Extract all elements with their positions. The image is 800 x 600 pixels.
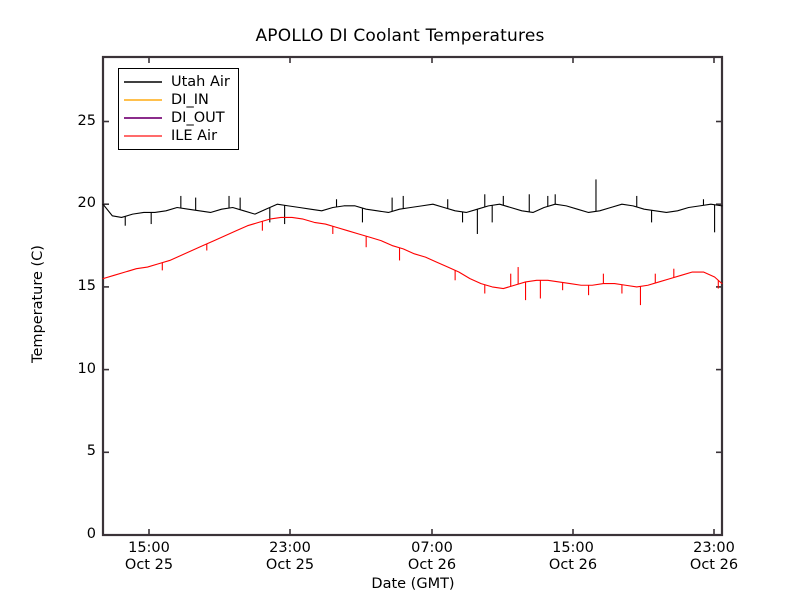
legend-label: ILE Air — [171, 128, 218, 144]
y-axis-tick-labels: 0 5 10 15 20 25 — [52, 0, 96, 600]
plot-frame — [101, 55, 724, 537]
legend-swatch-icon — [124, 81, 162, 83]
legend-item-utah-air: Utah Air — [124, 73, 230, 91]
y-tick-label: 0 — [86, 526, 96, 542]
x-axis-label: Date (GMT) — [371, 576, 455, 592]
legend-item-di-in: DI_IN — [124, 91, 230, 109]
y-axis-label: Temperature (C) — [30, 245, 46, 363]
x-tick-label: 23:00 Oct 26 — [689, 540, 739, 573]
legend-label: Utah Air — [171, 74, 230, 90]
x-tick-label: 07:00 Oct 26 — [407, 540, 457, 573]
legend-label: DI_OUT — [171, 110, 225, 126]
y-tick-label: 25 — [77, 112, 96, 129]
legend-label: DI_IN — [171, 92, 209, 108]
y-tick-label: 10 — [77, 360, 96, 377]
y-tick-label: 5 — [86, 443, 96, 460]
y-tick-label: 15 — [77, 277, 96, 294]
chart-title: APOLLO DI Coolant Temperatures — [255, 26, 545, 46]
chart-legend: Utah Air DI_IN DI_OUT ILE Air — [118, 68, 239, 150]
x-tick-label: 23:00 Oct 25 — [265, 540, 315, 573]
series-ile-air — [102, 216, 723, 306]
x-tick-label: 15:00 Oct 26 — [548, 540, 598, 573]
legend-swatch-icon — [124, 135, 162, 137]
legend-swatch-icon — [124, 117, 162, 119]
legend-swatch-icon — [124, 99, 162, 101]
y-tick-label: 20 — [77, 195, 96, 212]
legend-item-di-out: DI_OUT — [124, 109, 230, 127]
x-tick-label: 15:00 Oct 25 — [124, 540, 174, 573]
series-utah-air — [102, 179, 723, 234]
legend-item-ile-air: ILE Air — [124, 127, 230, 145]
